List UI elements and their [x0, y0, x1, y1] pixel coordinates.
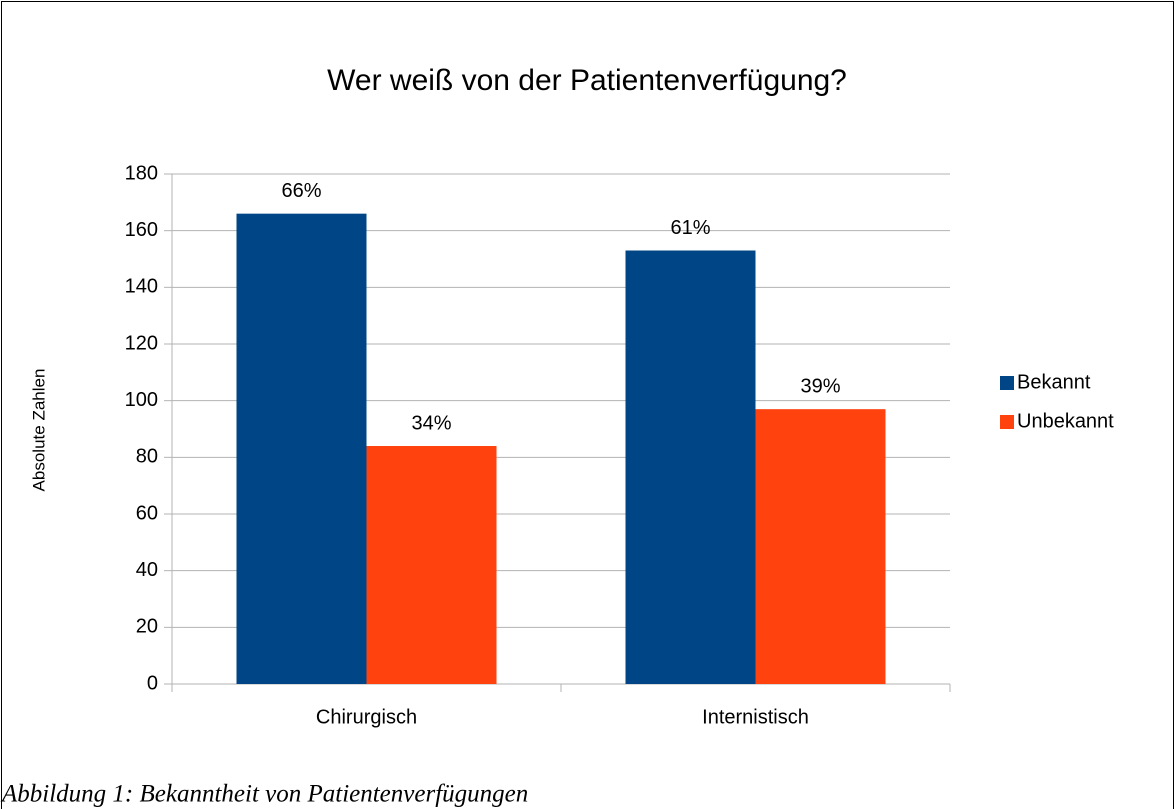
bar — [625, 250, 756, 684]
legend-label: Bekannt — [1017, 371, 1091, 393]
y-tick-label: 80 — [136, 446, 158, 468]
y-tick-label: 140 — [125, 276, 158, 298]
x-tick-label: Chirurgisch — [316, 706, 417, 728]
bar — [366, 446, 497, 684]
data-label: 61% — [670, 217, 710, 239]
legend-swatch — [1000, 376, 1014, 390]
bar — [755, 409, 886, 684]
y-tick-label: 40 — [136, 559, 158, 581]
y-tick-label: 120 — [125, 332, 158, 354]
data-label: 66% — [281, 180, 321, 202]
legend-swatch — [1000, 415, 1014, 429]
y-tick-label: 0 — [147, 672, 158, 694]
data-label: 34% — [411, 412, 451, 434]
caption: Abbildung 1: Bekanntheit von Patientenve… — [0, 781, 528, 808]
bar — [236, 213, 367, 684]
y-axis-label: Absolute Zahlen — [29, 369, 48, 492]
y-tick-label: 60 — [136, 502, 158, 524]
x-tick-label: Internistisch — [702, 706, 809, 728]
data-label: 39% — [800, 375, 840, 397]
legend-label: Unbekannt — [1017, 410, 1114, 432]
y-tick-label: 20 — [136, 616, 158, 638]
y-tick-label: 180 — [125, 162, 158, 184]
chart-title: Wer weiß von der Patientenverfügung? — [327, 64, 847, 97]
y-tick-label: 160 — [125, 219, 158, 241]
y-tick-label: 100 — [125, 389, 158, 411]
